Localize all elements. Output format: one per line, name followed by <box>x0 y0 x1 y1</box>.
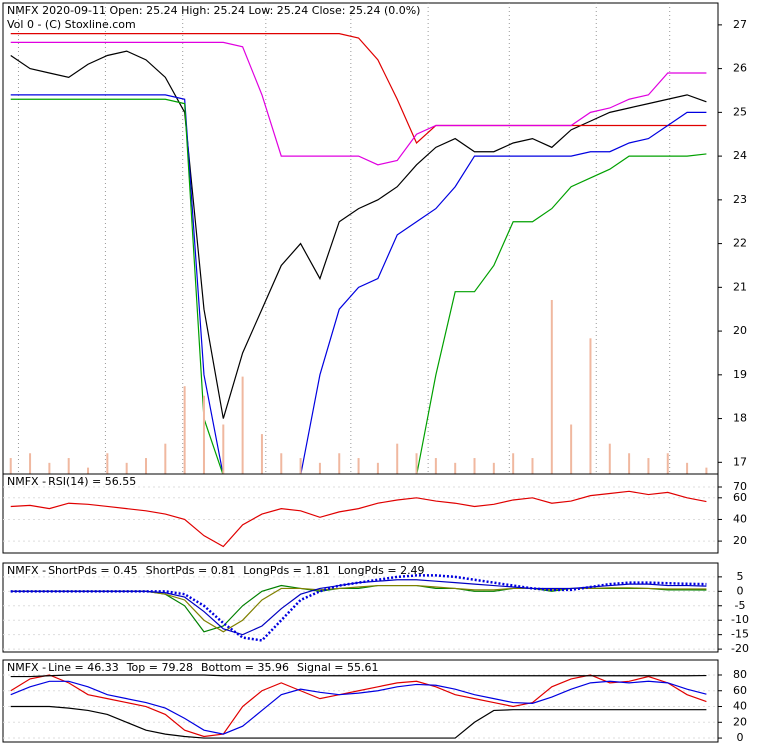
volume-bar <box>492 462 495 482</box>
volume-bar <box>454 462 457 482</box>
series-line <box>10 490 707 548</box>
legend-entry: ShortPds = 0.81 <box>146 564 236 577</box>
volume-bar <box>318 462 321 482</box>
volume-bar <box>9 458 12 482</box>
volume-bar <box>570 424 573 482</box>
series-line <box>10 574 707 642</box>
y-tick-label: 20 <box>733 534 747 547</box>
y-tick-label: 23 <box>733 193 747 206</box>
y-tick-label: 60 <box>733 491 747 504</box>
series-line <box>10 33 707 144</box>
volume-bar <box>241 376 244 482</box>
y-tick-label: 25 <box>733 105 747 118</box>
legend-entry: Signal = 55.61 <box>297 661 379 674</box>
y-tick-label: 5 <box>737 570 744 583</box>
series-line <box>10 674 707 738</box>
y-tick-label: 0 <box>737 731 744 744</box>
volume-bar <box>512 453 515 482</box>
volume-bar <box>531 458 534 482</box>
volume-bar <box>434 458 437 482</box>
volume-bar <box>666 453 669 482</box>
volume-bar <box>48 462 51 482</box>
panel-frame <box>2 659 719 743</box>
y-tick-label: 24 <box>733 149 747 162</box>
y-tick-label: 0 <box>737 584 744 597</box>
volume-bar <box>299 458 302 482</box>
y-tick-label: 21 <box>733 280 747 293</box>
volume-bar <box>67 458 70 482</box>
volume-bar <box>415 453 418 482</box>
volume-bar <box>260 434 263 482</box>
series-line <box>10 41 707 166</box>
y-tick-label: 60 <box>733 684 747 697</box>
y-tick-label: 40 <box>733 700 747 713</box>
volume-bar <box>145 458 147 482</box>
y-tick-label: 22 <box>733 237 747 250</box>
volume-bar <box>222 424 225 482</box>
volume-bar <box>647 458 650 482</box>
y-tick-label: 70 <box>733 480 747 493</box>
volume-bar <box>29 453 32 482</box>
panel-title: NMFX - <box>7 475 46 488</box>
volume-bar <box>338 453 341 482</box>
y-tick-label: 19 <box>733 368 747 381</box>
volume-bar <box>396 443 399 482</box>
y-tick-label: 18 <box>733 412 747 425</box>
volume-bar <box>357 458 360 482</box>
legend-entry: Top = 79.28 <box>126 661 193 674</box>
y-tick-label: -10 <box>731 613 749 626</box>
panel-frame <box>2 562 719 653</box>
y-tick-label: -20 <box>731 642 749 655</box>
legend-entry: RSI(14) = 56.55 <box>48 475 136 488</box>
series-line <box>10 94 707 477</box>
volume-bar <box>628 453 631 482</box>
volume-bar <box>125 462 128 482</box>
legend-entry: LongPds = 1.81 <box>243 564 330 577</box>
y-tick-label: 26 <box>733 62 747 75</box>
volume-bar <box>164 443 167 482</box>
legend-entry: ShortPds = 0.45 <box>48 564 138 577</box>
y-tick-label: -5 <box>735 599 746 612</box>
panel-title: NMFX - <box>7 661 46 674</box>
panel-frame <box>2 2 719 483</box>
legend-entry: Line = 46.33 <box>48 661 119 674</box>
volume-bar <box>280 453 283 482</box>
y-tick-label: 20 <box>733 324 747 337</box>
y-tick-label: 27 <box>733 18 747 31</box>
legend-entry: LongPds = 2.49 <box>338 564 425 577</box>
volume-bar <box>473 458 476 482</box>
y-tick-label: 17 <box>733 455 747 468</box>
volume-bar <box>686 462 689 482</box>
volume-bar <box>183 386 186 482</box>
y-tick-label: 40 <box>733 512 747 525</box>
volume-bar <box>608 443 611 482</box>
panel-title: NMFX 2020-09-11 Open: 25.24 High: 25.24 … <box>7 4 420 17</box>
volume-bar <box>202 395 205 482</box>
legend-entry: Bottom = 35.96 <box>201 661 289 674</box>
panel-subtitle: Vol 0 - (C) Stoxline.com <box>7 18 136 31</box>
series-line <box>10 705 707 739</box>
volume-bar <box>550 299 553 482</box>
y-tick-label: 80 <box>733 668 747 681</box>
volume-bar <box>106 453 109 482</box>
y-tick-label: 20 <box>733 715 747 728</box>
series-line <box>10 674 707 678</box>
y-tick-label: -15 <box>731 628 749 641</box>
series-line <box>10 50 707 419</box>
series-line <box>10 680 707 735</box>
volume-bar <box>589 338 592 482</box>
volume-bar <box>376 462 379 482</box>
panel-title: NMFX - <box>7 564 46 577</box>
